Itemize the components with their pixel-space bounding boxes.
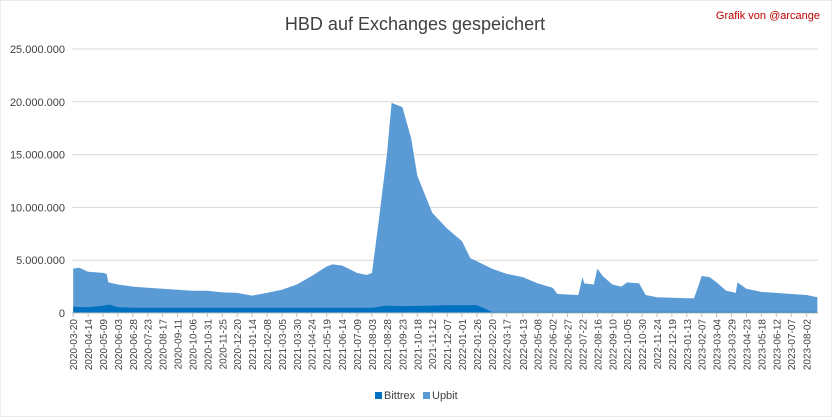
x-tick-label: 2022-06-27: [564, 319, 575, 371]
y-tick-label: 0: [59, 308, 65, 320]
x-tick-label: 2021-09-23: [398, 319, 409, 371]
x-tick-label: 2021-04-24: [308, 319, 319, 371]
y-tick-label: 15.000.000: [10, 150, 65, 162]
x-tick-label: 2023-03-29: [728, 319, 739, 371]
gridlines: [72, 48, 818, 261]
x-tick-label: 2021-05-19: [323, 319, 334, 371]
legend-swatch-upbit: [423, 392, 430, 399]
x-tick-label: 2022-05-08: [534, 319, 545, 371]
x-tick-label: 2023-05-18: [757, 319, 768, 371]
series-area-upbit: [73, 102, 818, 314]
x-axis-ticks: 2020-03-20 2020-04-14 2020-05-09 2020-06-03…: [69, 313, 814, 371]
chart-credit: Grafik von @arcange: [716, 10, 820, 22]
y-axis-ticks: 0 5.000.000 10.000.000 15.000.000 20.000.000…: [10, 44, 65, 320]
y-tick-label: 10.000.000: [10, 202, 65, 214]
x-tick-label: 2023-06-12: [772, 319, 783, 371]
x-tick-label: 2023-02-07: [698, 319, 709, 371]
x-tick-label: 2020-05-09: [99, 319, 110, 371]
legend-label-bittrex: Bittrex: [384, 390, 416, 402]
x-tick-label: 2023-04-23: [742, 319, 753, 371]
legend-swatch-bittrex: [375, 392, 382, 399]
y-tick-label: 20.000.000: [10, 97, 65, 109]
x-tick-label: 2022-01-01: [458, 319, 469, 371]
x-tick-label: 2021-02-08: [263, 319, 274, 371]
x-tick-label: 2021-07-09: [353, 319, 364, 371]
x-tick-label: 2020-03-20: [69, 319, 80, 371]
x-tick-label: 2022-01-26: [473, 319, 484, 371]
x-tick-label: 2020-06-03: [114, 319, 125, 371]
x-tick-label: 2021-12-07: [443, 319, 454, 371]
x-tick-label: 2020-11-25: [218, 319, 229, 370]
x-tick-label: 2022-04-13: [519, 319, 530, 371]
x-tick-label: 2022-06-02: [549, 319, 560, 371]
x-tick-label: 2020-09-11: [174, 319, 185, 370]
y-tick-label: 25.000.000: [10, 44, 65, 56]
legend-label-upbit: Upbit: [432, 390, 458, 402]
x-tick-label: 2020-08-17: [159, 319, 170, 371]
series-area-bittrex: [73, 304, 818, 313]
chart-title: HBD auf Exchanges gespeichert: [285, 14, 545, 34]
x-tick-label: 2023-01-13: [683, 319, 694, 371]
x-tick-label: 2022-08-16: [593, 319, 604, 371]
x-tick-label: 2021-03-30: [293, 319, 304, 371]
x-tick-label: 2023-03-04: [713, 319, 724, 371]
x-tick-label: 2021-11-12: [428, 319, 439, 370]
series-layer: [73, 102, 818, 314]
x-tick-label: 2022-10-05: [623, 319, 634, 371]
x-tick-label: 2020-06-28: [129, 319, 140, 371]
x-tick-label: 2020-12-20: [233, 319, 244, 371]
x-tick-label: 2021-06-14: [338, 319, 349, 371]
x-tick-label: 2021-08-28: [383, 319, 394, 371]
x-tick-label: 2022-12-19: [668, 319, 679, 371]
x-tick-label: 2021-10-18: [413, 319, 424, 371]
x-tick-label: 2020-10-31: [203, 319, 214, 371]
x-tick-label: 2023-08-02: [803, 319, 814, 371]
x-tick-label: 2022-02-20: [488, 319, 499, 371]
legend: Bittrex Upbit: [375, 390, 458, 402]
x-tick-label: 2022-07-22: [578, 319, 589, 371]
x-tick-label: 2021-08-03: [368, 319, 379, 371]
x-tick-label: 2020-10-06: [188, 319, 199, 371]
x-tick-label: 2020-07-23: [144, 319, 155, 371]
x-tick-label: 2022-09-10: [608, 319, 619, 371]
x-tick-label: 2023-07-07: [787, 319, 798, 371]
x-tick-label: 2022-11-24: [653, 319, 664, 370]
x-tick-label: 2022-03-17: [503, 319, 514, 371]
x-tick-label: 2021-01-14: [248, 319, 259, 371]
x-tick-label: 2020-04-14: [84, 319, 95, 371]
y-tick-label: 5.000.000: [16, 255, 65, 267]
x-tick-label: 2021-03-05: [278, 319, 289, 371]
x-tick-label: 2022-10-30: [638, 319, 649, 371]
